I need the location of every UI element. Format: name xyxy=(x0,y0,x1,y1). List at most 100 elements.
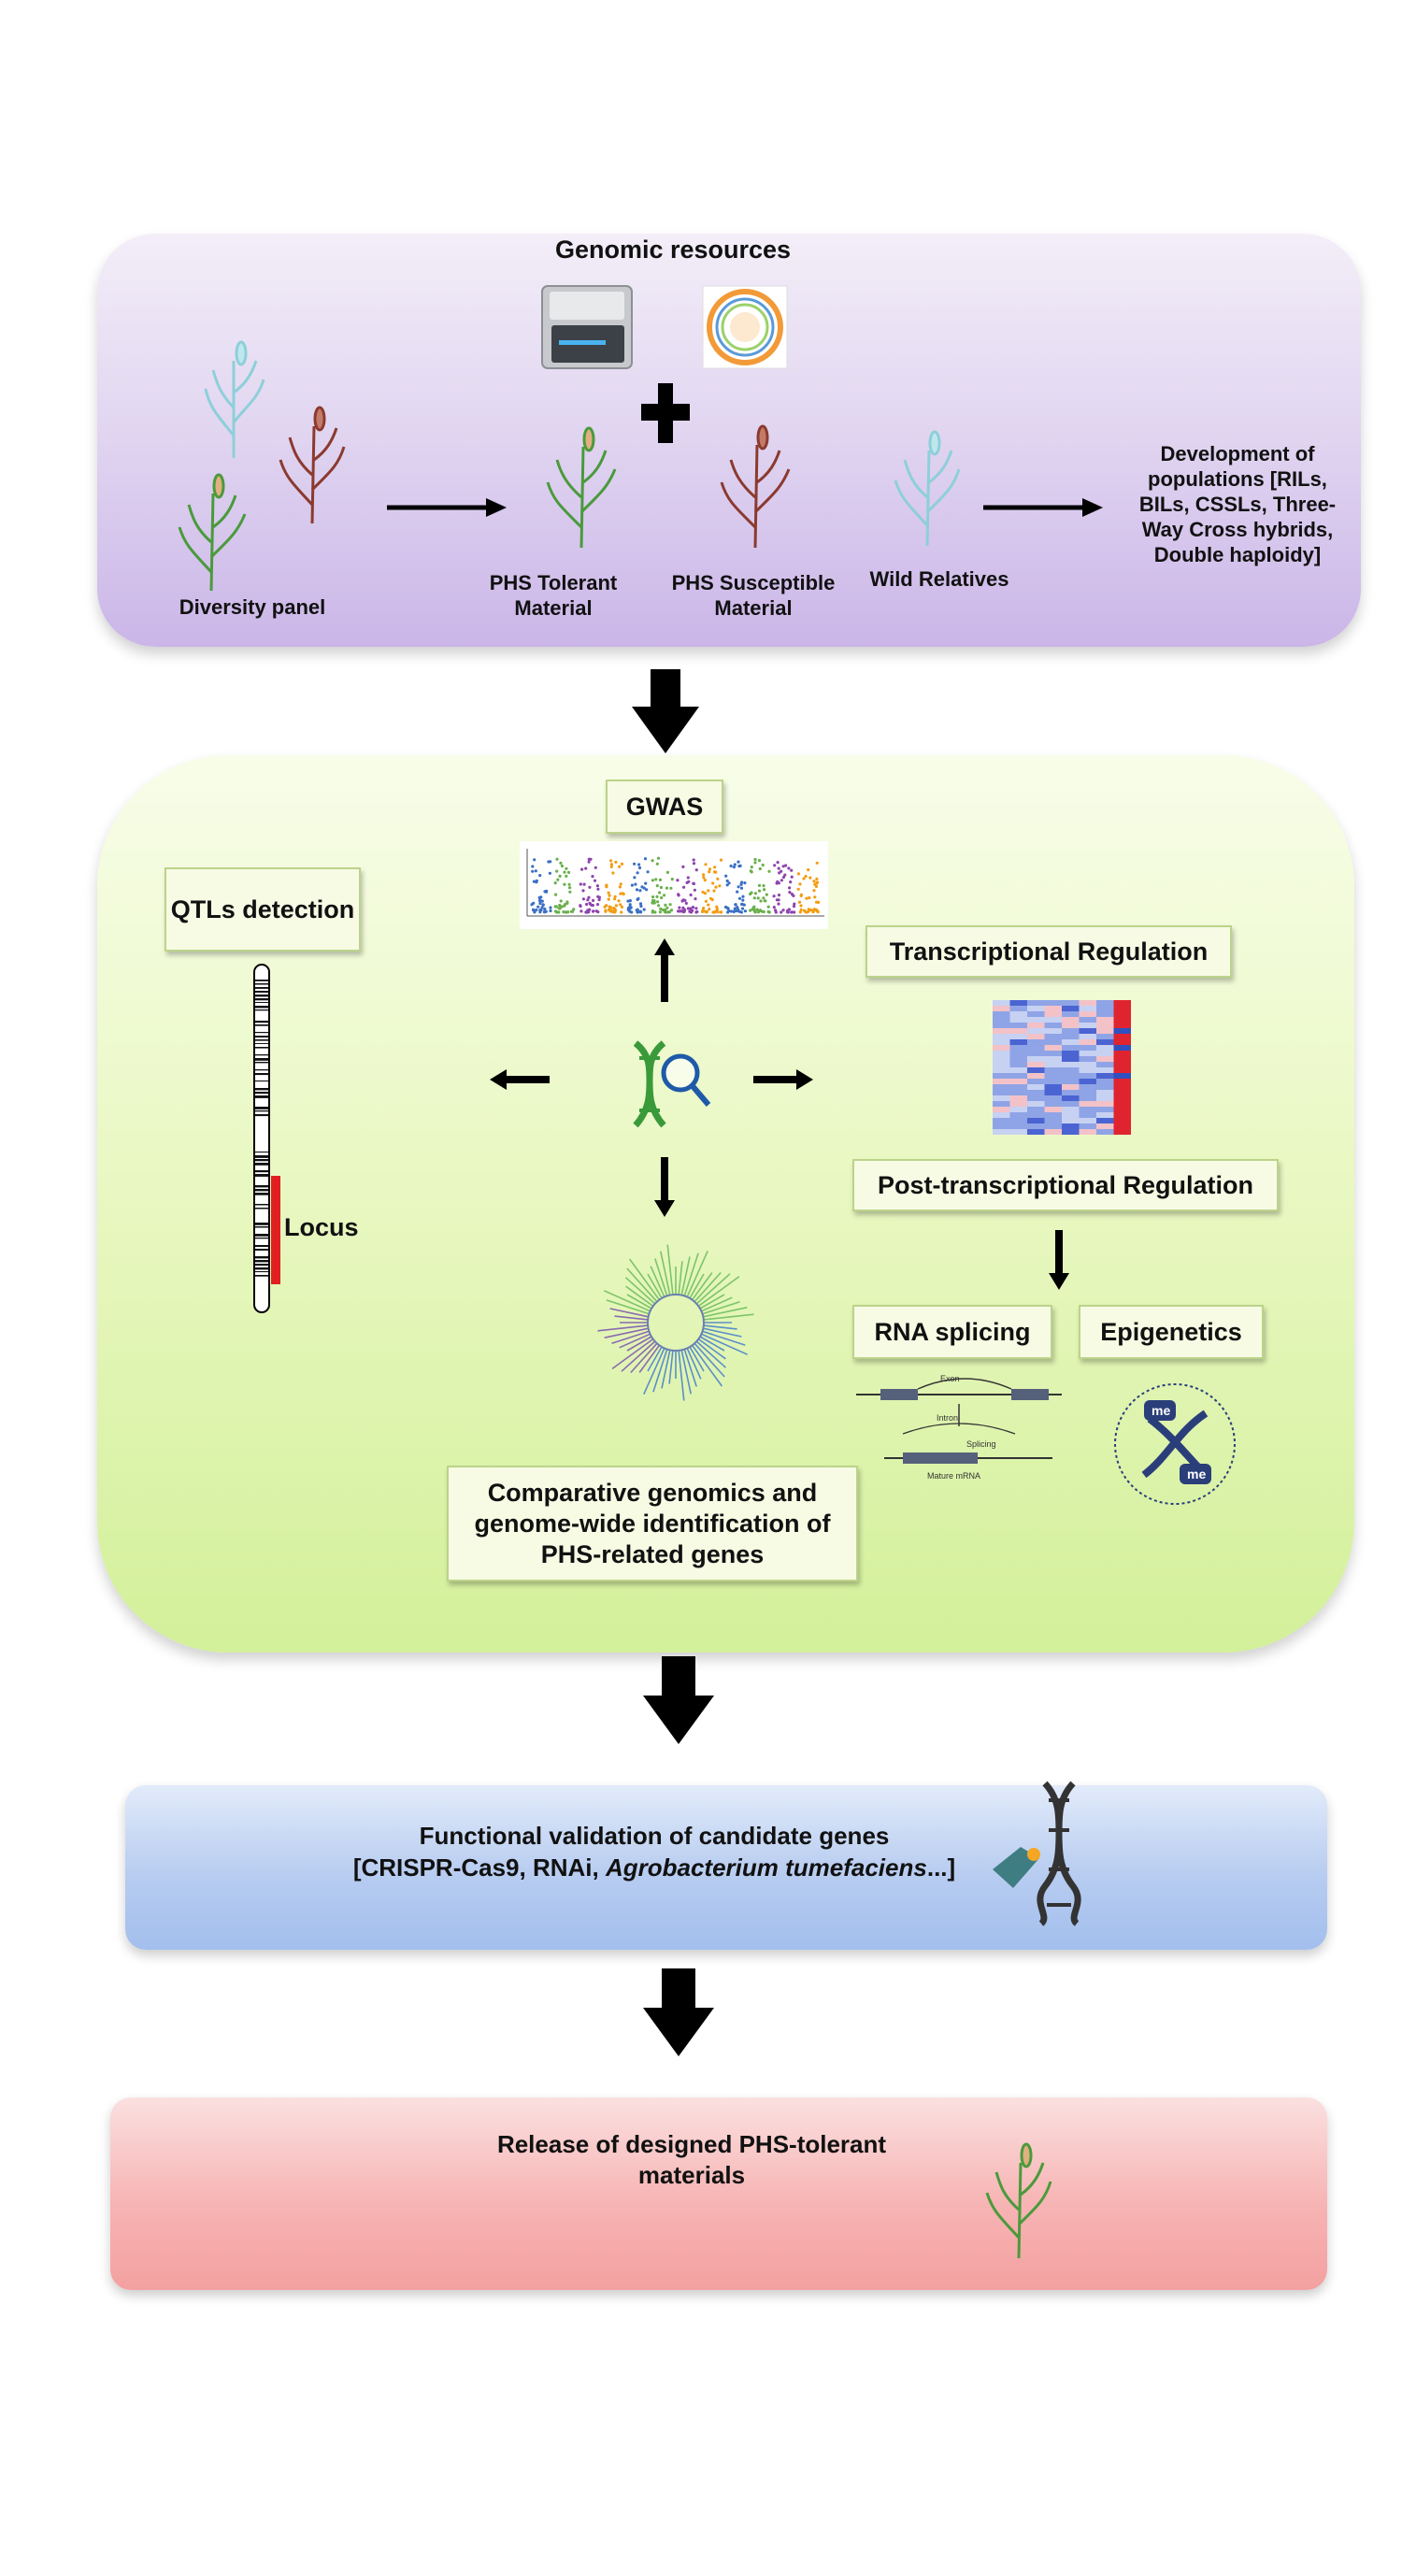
heatmap-cell xyxy=(1044,1101,1062,1107)
manhattan-point xyxy=(642,886,646,890)
release-text: Release of designed PHS-tolerant materia… xyxy=(496,2130,887,2189)
chromosome-band xyxy=(255,987,268,989)
arrow-left xyxy=(490,1069,550,1090)
heatmap-cell xyxy=(1009,1000,1027,1006)
manhattan-point xyxy=(777,894,781,897)
manhattan-point xyxy=(780,869,783,873)
manhattan-point xyxy=(792,905,796,909)
chromosome-band xyxy=(255,1223,268,1225)
manhattan-point xyxy=(646,870,650,874)
manhattan-point xyxy=(596,894,600,898)
heatmap-cell xyxy=(1079,1056,1096,1062)
manhattan-point xyxy=(587,860,591,864)
tree-branch xyxy=(686,1250,708,1297)
heatmap-cell xyxy=(1009,1011,1027,1017)
heatmap-cell xyxy=(1044,1062,1062,1067)
manhattan-point xyxy=(798,882,802,886)
heatmap-cell xyxy=(1027,1073,1045,1079)
manhattan-point xyxy=(643,857,648,861)
manhattan-point xyxy=(739,886,744,890)
manhattan-point xyxy=(707,903,710,907)
heatmap-cell xyxy=(1009,1129,1027,1135)
tree-branch xyxy=(691,1344,723,1387)
manhattan-point xyxy=(531,869,535,873)
heatmap-cell xyxy=(1044,1067,1062,1073)
manhattan-point xyxy=(777,902,780,906)
manhattan-point xyxy=(658,878,662,881)
manhattan-point xyxy=(805,896,808,900)
manhattan-point xyxy=(743,881,747,885)
heatmap-cell xyxy=(1113,1084,1131,1090)
manhattan-point xyxy=(736,890,739,894)
heatmap-cell xyxy=(1079,1062,1096,1067)
heatmap-cell xyxy=(1079,1045,1096,1051)
tree-branch xyxy=(703,1313,754,1321)
manhattan-point xyxy=(798,910,802,914)
manhattan-point xyxy=(737,896,742,900)
manhattan-point xyxy=(593,879,597,882)
mature-mrna-label: Mature mRNA xyxy=(927,1471,980,1481)
manhattan-point xyxy=(763,899,766,903)
manhattan-point xyxy=(788,886,792,890)
manhattan-point xyxy=(657,904,661,908)
manhattan-point xyxy=(790,910,794,914)
heatmap-cell xyxy=(1079,1023,1096,1028)
heatmap-cell xyxy=(1079,1090,1096,1095)
tree-branch xyxy=(702,1301,740,1315)
heatmap-cell xyxy=(993,1129,1010,1135)
plant-icon-brown xyxy=(279,406,346,524)
methylation-icon: me me xyxy=(1114,1383,1236,1505)
manhattan-point xyxy=(532,880,536,883)
manhattan-point xyxy=(762,909,765,914)
manhattan-point xyxy=(774,910,778,914)
rna-splicing-diagram: Exon Intron Splicing Mature mRNA xyxy=(856,1374,1062,1481)
manhattan-point xyxy=(661,908,665,912)
heatmap-cell xyxy=(1027,1034,1045,1039)
post-transcriptional-regulation-box: Post-transcriptional Regulation xyxy=(852,1159,1279,1211)
heatmap-cell xyxy=(1044,1118,1062,1123)
manhattan-point xyxy=(613,897,617,901)
heatmap-cell xyxy=(1113,1051,1131,1056)
heatmap-cell xyxy=(1044,1112,1062,1118)
heatmap-cell xyxy=(1044,1051,1062,1056)
heatmap-cell xyxy=(1027,1101,1045,1107)
heatmap-cell xyxy=(1009,1034,1027,1039)
heatmap-cell xyxy=(1096,1112,1114,1118)
manhattan-point xyxy=(642,908,646,911)
heatmap-cell xyxy=(1113,1090,1131,1095)
heatmap-cell xyxy=(1079,1095,1096,1101)
chromosome-band xyxy=(255,1256,268,1259)
heatmap-cell xyxy=(993,1017,1010,1023)
manhattan-point xyxy=(633,862,637,866)
heatmap-cell xyxy=(1044,1073,1062,1079)
manhattan-point xyxy=(780,910,783,914)
tree-branch xyxy=(701,1296,733,1312)
heatmap-cell xyxy=(1027,1129,1045,1135)
chromosome-band xyxy=(255,1062,268,1064)
plant-icon-wild xyxy=(894,430,961,547)
manhattan-point xyxy=(719,910,722,914)
manhattan-point xyxy=(713,866,717,869)
manhattan-point xyxy=(637,863,641,866)
manhattan-point xyxy=(668,903,672,907)
manhattan-point xyxy=(712,870,717,874)
chromosome-band xyxy=(255,1073,268,1076)
manhattan-point xyxy=(607,897,610,901)
manhattan-point xyxy=(716,910,720,914)
chromosome-band xyxy=(255,1226,268,1228)
chromosome-band xyxy=(255,1264,268,1267)
manhattan-point xyxy=(555,910,559,914)
heatmap-cell xyxy=(1113,1112,1131,1118)
manhattan-point xyxy=(563,904,566,908)
tree-branch xyxy=(678,1261,683,1295)
heatmap-cell xyxy=(993,1118,1010,1123)
manhattan-point xyxy=(669,909,674,912)
manhattan-point xyxy=(605,885,608,889)
heatmap-cell xyxy=(1062,1067,1080,1073)
plant-icon-tolerant xyxy=(546,426,617,549)
chromosome-band xyxy=(255,1189,268,1192)
manhattan-point xyxy=(732,866,736,869)
heatmap-cell xyxy=(1113,1006,1131,1011)
validation-line-2-prefix: [CRISPR-Cas9, RNAi, xyxy=(352,1853,606,1882)
manhattan-point xyxy=(544,909,548,913)
